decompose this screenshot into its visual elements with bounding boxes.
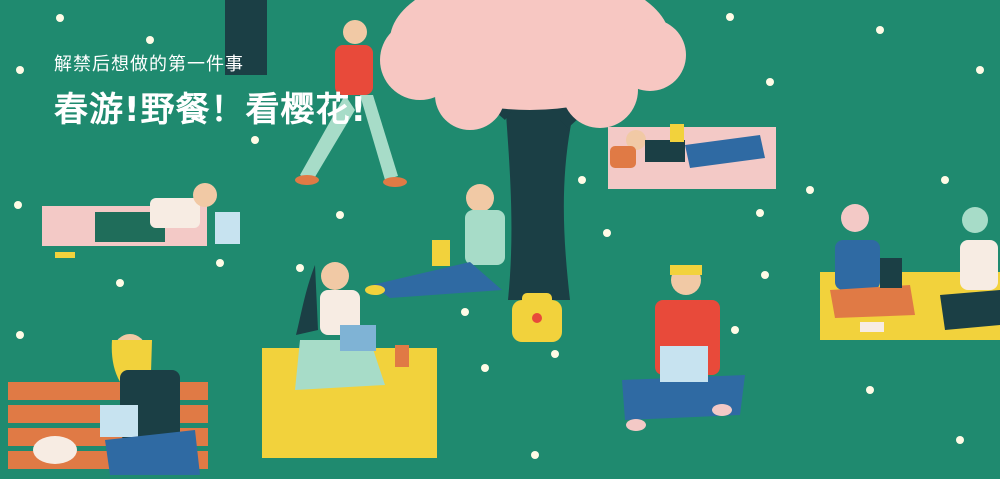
backpack	[512, 293, 562, 342]
two-women-on-blanket	[820, 204, 1000, 340]
caption: 解禁后想做的第一件事 春游!野餐！看樱花!	[54, 50, 367, 131]
lying-reader	[42, 183, 240, 258]
daisies	[14, 13, 984, 459]
walking-person	[295, 20, 407, 187]
man-reading-by-tree	[365, 184, 505, 298]
caption-subtitle: 解禁后想做的第一件事	[54, 54, 244, 75]
reader-on-pink-blanket	[608, 124, 776, 189]
laptop-man	[622, 265, 745, 431]
bench-reader	[8, 334, 208, 475]
laptop-woman-on-yellow-blanket	[262, 262, 437, 458]
cherry-tree	[380, 0, 686, 300]
caption-headline: 春游!野餐！看樱花!	[54, 90, 368, 130]
